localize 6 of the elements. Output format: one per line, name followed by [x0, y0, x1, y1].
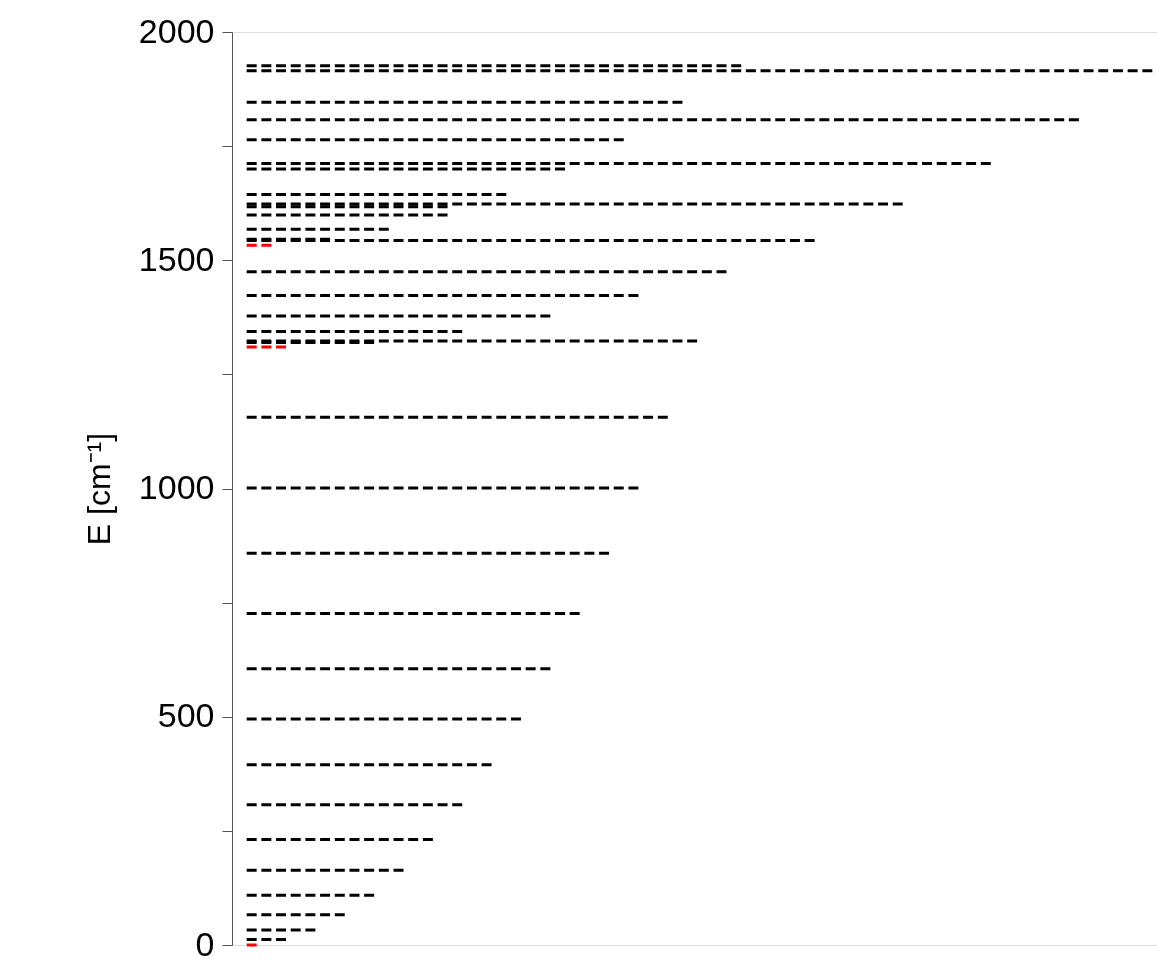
y-tick-label: 0 — [195, 924, 215, 960]
y-tick-label: 1500 — [138, 239, 215, 278]
y-tick-label: 500 — [157, 696, 215, 735]
y-tick-label: 2000 — [138, 11, 215, 50]
y-tick-label: 1000 — [138, 468, 215, 506]
y-axis-title: E [cm⁻¹] — [80, 432, 117, 546]
